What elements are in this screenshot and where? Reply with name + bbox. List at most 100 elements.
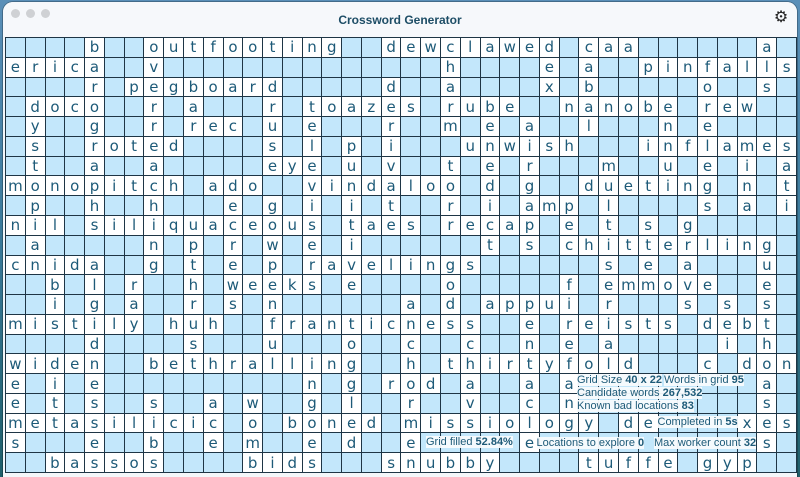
grid-cell-letter: y bbox=[282, 156, 302, 176]
cell-letter: e bbox=[485, 157, 495, 176]
grid-cell-letter: s bbox=[45, 314, 65, 334]
window-title: Crossword Generator bbox=[338, 13, 462, 27]
grid-cell-empty bbox=[421, 393, 441, 413]
grid-cell-empty bbox=[124, 354, 144, 374]
cell-letter: a bbox=[524, 196, 535, 215]
cell-letter: l bbox=[468, 38, 473, 57]
close-button[interactable] bbox=[11, 9, 20, 18]
cell-letter: d bbox=[346, 433, 357, 452]
cell-letter: s bbox=[762, 394, 771, 413]
grid-cell-letter: n bbox=[45, 176, 65, 196]
gear-icon[interactable]: ⚙ bbox=[773, 9, 789, 26]
grid-cell-empty bbox=[658, 255, 678, 275]
grid-cell-empty bbox=[164, 235, 183, 255]
grid-cell-letter: o bbox=[698, 77, 717, 97]
grid-cell-letter: i bbox=[25, 314, 45, 334]
grid-cell-empty bbox=[223, 374, 243, 393]
grid-cell-empty bbox=[164, 374, 183, 393]
grid-cell-letter: x bbox=[539, 77, 559, 97]
grid-cell-letter: l bbox=[282, 354, 302, 374]
cell-letter: o bbox=[544, 414, 554, 433]
cell-letter: r bbox=[684, 236, 691, 255]
grid-cell-letter: f bbox=[619, 453, 638, 472]
cell-letter: s bbox=[228, 295, 237, 314]
cell-letter: a bbox=[762, 38, 772, 57]
cell-letter: t bbox=[447, 157, 454, 176]
grid-cell-empty bbox=[25, 393, 45, 413]
grid-cell-letter: n bbox=[401, 314, 421, 334]
minimize-button[interactable] bbox=[26, 9, 35, 18]
cell-letter: r bbox=[506, 354, 513, 373]
grid-cell-letter: d bbox=[164, 136, 183, 156]
cell-letter: c bbox=[228, 117, 238, 136]
grid-cell-letter: o bbox=[619, 97, 638, 117]
grid-cell-letter: e bbox=[599, 275, 619, 295]
grid-cell-empty bbox=[361, 235, 381, 255]
grid-cell-empty bbox=[539, 235, 559, 255]
cell-letter: o bbox=[228, 38, 238, 57]
grid-cell-empty bbox=[638, 295, 658, 314]
grid-cell-empty bbox=[757, 176, 777, 196]
grid-cell-empty bbox=[717, 77, 737, 97]
cell-letter: i bbox=[744, 157, 750, 176]
cell-letter: e bbox=[643, 255, 653, 274]
cell-letter: o bbox=[445, 176, 456, 195]
grid-cell-empty bbox=[757, 453, 777, 472]
cell-letter: o bbox=[149, 38, 159, 57]
grid-cell-empty bbox=[361, 275, 381, 295]
grid-cell-empty bbox=[65, 235, 85, 255]
grid-cell-empty bbox=[183, 453, 203, 472]
cell-letter: c bbox=[149, 176, 158, 195]
grid-cell-empty bbox=[85, 235, 104, 255]
grid-cell-empty bbox=[223, 453, 243, 472]
cell-letter: i bbox=[566, 295, 572, 314]
grid-cell-letter: a bbox=[85, 255, 104, 275]
grid-cell-letter: l bbox=[520, 413, 539, 433]
grid-cell-letter: m bbox=[401, 413, 421, 433]
grid-cell-letter: o bbox=[302, 413, 322, 433]
grid-cell-empty bbox=[164, 453, 183, 472]
cell-letter: h bbox=[465, 354, 475, 373]
grid-cell-empty bbox=[65, 334, 85, 354]
cell-letter: t bbox=[309, 97, 315, 116]
grid-cell-letter: d bbox=[361, 176, 381, 196]
grid-cell-letter: i bbox=[104, 215, 124, 235]
grid-cell-empty bbox=[619, 136, 638, 156]
grid-cell-letter: y bbox=[124, 314, 144, 334]
cell-letter: t bbox=[190, 38, 197, 57]
grid-cell-empty bbox=[579, 215, 599, 235]
grid-cell-empty bbox=[342, 117, 361, 136]
grid-cell-empty bbox=[361, 334, 381, 354]
grid-cell-empty bbox=[342, 38, 361, 57]
grid-cell-letter: o bbox=[45, 97, 65, 117]
grid-cell-letter: u bbox=[183, 314, 203, 334]
grid-cell-letter: i bbox=[401, 255, 421, 275]
grid-cell-letter: u bbox=[460, 136, 480, 156]
cell-letter: e bbox=[564, 216, 574, 235]
cell-letter: t bbox=[348, 315, 355, 334]
grid-cell-empty bbox=[65, 393, 85, 413]
grid-cell-letter: m bbox=[6, 314, 25, 334]
grid-cell-letter: w bbox=[737, 97, 757, 117]
cell-letter: i bbox=[725, 334, 730, 353]
cell-letter: i bbox=[606, 236, 611, 255]
cell-letter: h bbox=[149, 196, 159, 215]
cell-letter: a bbox=[366, 216, 376, 235]
grid-cell-letter: r bbox=[441, 215, 460, 235]
grid-cell-empty bbox=[263, 57, 282, 77]
grid-cell-letter: c bbox=[401, 334, 421, 354]
grid-cell-letter: h bbox=[441, 57, 460, 77]
grid-cell-letter: f bbox=[559, 354, 579, 374]
cell-letter: i bbox=[112, 176, 117, 195]
cell-letter: u bbox=[346, 157, 357, 176]
grid-cell-empty bbox=[164, 117, 183, 136]
grid-cell-empty bbox=[25, 453, 45, 472]
grid-cell-letter: e bbox=[559, 334, 579, 354]
grid-cell-empty bbox=[104, 354, 124, 374]
grid-cell-empty bbox=[243, 196, 263, 215]
cell-letter: e bbox=[248, 216, 258, 235]
zoom-button[interactable] bbox=[41, 9, 50, 18]
grid-cell-empty bbox=[599, 136, 619, 156]
grid-cell-empty bbox=[737, 38, 757, 57]
grid-cell-letter: e bbox=[342, 413, 361, 433]
